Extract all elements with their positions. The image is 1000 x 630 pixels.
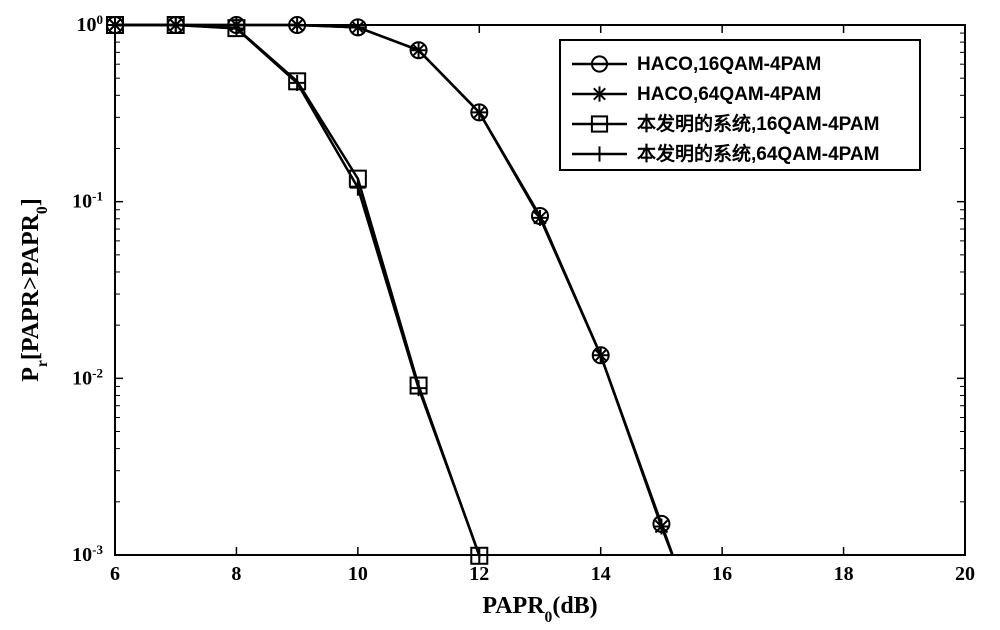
legend: HACO,16QAM-4PAM HACO,64QAM-4PAM 本发明的系统,16Q… xyxy=(560,40,920,170)
svg-text:20: 20 xyxy=(955,563,975,585)
svg-text:6: 6 xyxy=(110,563,120,585)
papr-ccdf-chart: 6810121416182010-310-210-1100PAPR0(dB)Pr… xyxy=(0,0,1000,630)
svg-text:本发明的系统,16QAM-4PAM: 本发明的系统,16QAM-4PAM xyxy=(637,112,879,135)
svg-text:本发明的系统,64QAM-4PAM: 本发明的系统,64QAM-4PAM xyxy=(637,142,879,165)
svg-text:12: 12 xyxy=(469,563,489,585)
svg-text:HACO,64QAM-4PAM: HACO,64QAM-4PAM xyxy=(637,84,821,105)
svg-text:10: 10 xyxy=(348,563,368,585)
svg-text:16: 16 xyxy=(712,563,732,585)
svg-text:18: 18 xyxy=(834,563,854,585)
svg-text:8: 8 xyxy=(231,563,241,585)
svg-text:14: 14 xyxy=(591,563,611,585)
svg-text:HACO,16QAM-4PAM: HACO,16QAM-4PAM xyxy=(637,54,821,75)
